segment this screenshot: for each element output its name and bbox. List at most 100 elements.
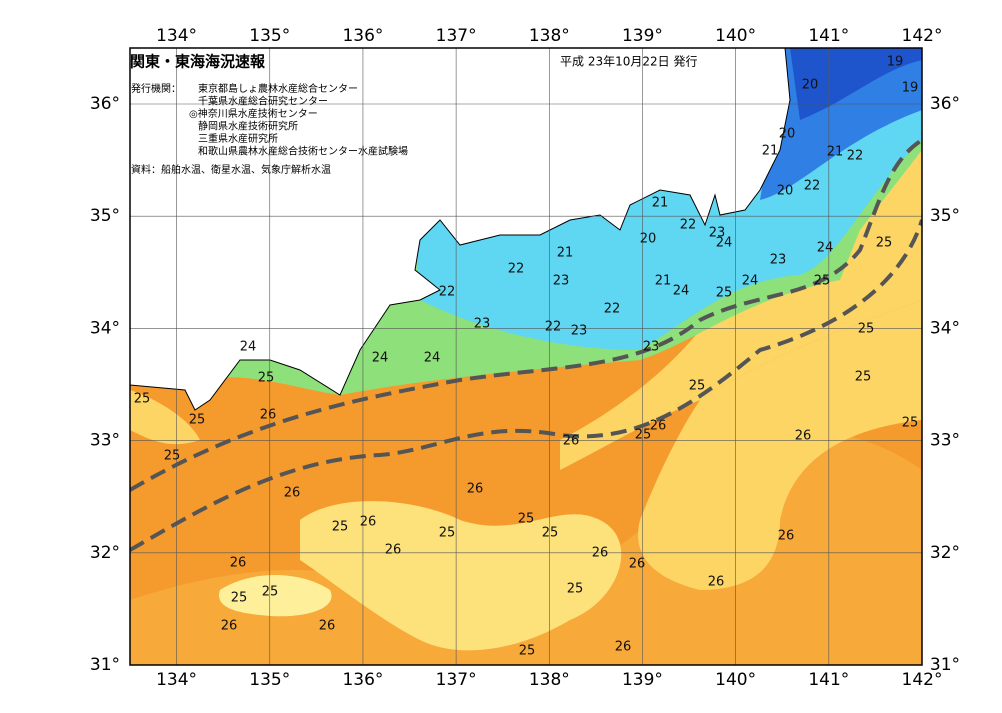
lat-tick-label: 33° xyxy=(930,431,960,451)
contour-label: 25 xyxy=(689,379,706,394)
contour-label: 24 xyxy=(673,284,690,299)
frame xyxy=(129,47,923,666)
contour-label: 22 xyxy=(508,262,525,277)
contour-label: 25 xyxy=(231,591,248,606)
contour-label: 26 xyxy=(778,529,795,544)
issuer: ◎神奈川県水産技術センター xyxy=(189,107,318,120)
contour-label: 25 xyxy=(902,416,919,431)
lon-tick-label: 134° xyxy=(156,26,197,46)
contour-label: 19 xyxy=(902,81,919,96)
contour-label: 26 xyxy=(650,419,667,434)
mid-water xyxy=(130,390,200,445)
contour-label: 21 xyxy=(652,196,669,211)
issuer: 静岡県水産技術研究所 xyxy=(198,120,298,133)
contour-label: 26 xyxy=(230,556,247,571)
lat-tick-label: 33° xyxy=(90,431,120,451)
lat-tick-label: 35° xyxy=(930,206,960,226)
issuer: 東京都島しょ農林水産総合センター xyxy=(198,82,358,95)
contour-label: 20 xyxy=(777,184,794,199)
lon-tick-label: 139° xyxy=(622,670,663,690)
issuer: 千葉県水産総合研究センター xyxy=(198,95,328,108)
contour-label: 26 xyxy=(615,640,632,655)
contour-label: 25 xyxy=(258,371,275,386)
contour-label: 24 xyxy=(424,351,441,366)
contour-label: 26 xyxy=(629,557,646,572)
contour-label: 25 xyxy=(332,520,349,535)
issuer: 和歌山県農林水産総合技術センター水産試験場 xyxy=(198,145,408,158)
contour-label: 26 xyxy=(708,575,725,590)
contour-label: 26 xyxy=(385,543,402,558)
title: 関東・東海海況速報 xyxy=(130,53,266,71)
contour-label: 22 xyxy=(439,285,456,300)
lon-tick-label: 141° xyxy=(808,670,849,690)
lon-tick-label: 138° xyxy=(529,670,570,690)
contour-label: 25 xyxy=(635,428,652,443)
lon-tick-label: 137° xyxy=(436,26,477,46)
lon-tick-label: 140° xyxy=(715,670,756,690)
contour-label: 25 xyxy=(189,413,206,428)
contour-label: 22 xyxy=(847,149,864,164)
contour-label: 23 xyxy=(474,317,491,332)
contour-label: 24 xyxy=(372,351,389,366)
lat-tick-label: 36° xyxy=(90,94,120,114)
lat-tick-label: 31° xyxy=(90,655,120,675)
contour-label: 23 xyxy=(553,274,570,289)
contour-label: 24 xyxy=(742,274,759,289)
contour-label: 19 xyxy=(887,55,904,70)
contour-label: 26 xyxy=(563,434,580,449)
land xyxy=(130,48,791,411)
sea xyxy=(130,48,922,665)
contour-label: 24 xyxy=(716,236,733,251)
contour-label: 25 xyxy=(262,585,279,600)
contour-label: 25 xyxy=(164,449,181,464)
contour-label: 21 xyxy=(655,274,672,289)
contour-label: 26 xyxy=(592,546,609,561)
contour-label: 25 xyxy=(567,582,584,597)
lon-tick-label: 141° xyxy=(808,26,849,46)
lat-tick-label: 35° xyxy=(90,206,120,226)
issue-date: 平成 23年10月22日 発行 xyxy=(560,55,697,69)
contour-label: 24 xyxy=(240,340,257,355)
contour-label: 26 xyxy=(795,429,812,444)
lat-tick-label: 36° xyxy=(930,94,960,114)
cool-patch xyxy=(300,501,622,651)
contour-label: 24 xyxy=(817,241,834,256)
lon-tick-label: 140° xyxy=(715,26,756,46)
contour-label: 23 xyxy=(770,253,787,268)
contour-label: 23 xyxy=(643,340,660,355)
contour-label: 25 xyxy=(858,322,875,337)
contour-label: 22 xyxy=(545,320,562,335)
lon-tick-label: 135° xyxy=(249,26,290,46)
contour-label: 25 xyxy=(519,644,536,659)
lat-tick-label: 31° xyxy=(930,655,960,675)
contour-label: 21 xyxy=(557,246,574,261)
contour-label: 25 xyxy=(855,370,872,385)
lat-tick-label: 32° xyxy=(90,543,120,563)
contour-label: 21 xyxy=(762,144,779,159)
contour-label: 26 xyxy=(260,408,277,423)
cool-patch xyxy=(219,575,332,617)
lat-tick-label: 34° xyxy=(930,318,960,338)
contour-label: 22 xyxy=(680,218,697,233)
contour-label: 26 xyxy=(284,486,301,501)
lon-tick-label: 136° xyxy=(342,26,383,46)
contour-label: 20 xyxy=(802,78,819,93)
kuroshio-axis xyxy=(130,138,922,492)
contour-label: 22 xyxy=(804,179,821,194)
source: 資料：船舶水温、衛星水温、気象庁解析水温 xyxy=(131,163,331,176)
kuroshio-axis xyxy=(130,219,922,552)
lon-tick-label: 139° xyxy=(622,26,663,46)
contour-label: 25 xyxy=(439,526,456,541)
lon-tick-label: 142° xyxy=(902,670,943,690)
issuer: 三重県水産研究所 xyxy=(198,132,278,145)
contour-label: 22 xyxy=(604,302,621,317)
mid-water xyxy=(638,300,922,590)
contour-label: 25 xyxy=(814,274,831,289)
lon-tick-label: 138° xyxy=(529,26,570,46)
lon-tick-label: 134° xyxy=(156,670,197,690)
contour-label: 25 xyxy=(876,236,893,251)
issuers-label: 発行機関： xyxy=(131,82,181,95)
contour-label: 26 xyxy=(221,619,238,634)
